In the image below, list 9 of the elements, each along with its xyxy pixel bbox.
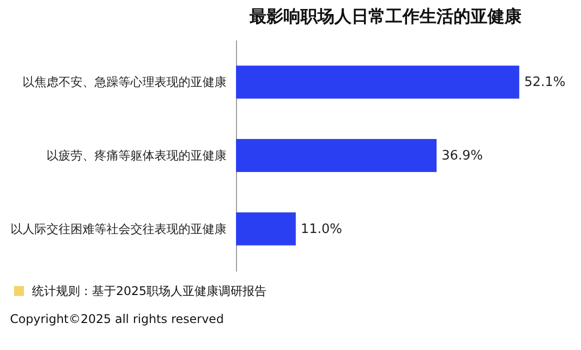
text: 统计规则：基于2025职场人亚健康调研报告: [32, 282, 267, 300]
y-tick-label: 以人际交往困难等社会交往表现的亚健康: [10, 222, 226, 236]
text: Copyright©2025 all rights reserved: [10, 311, 225, 328]
chart-title: 最影响职场人日常工作生活的亚健康: [248, 7, 522, 27]
y-tick-label: 以疲劳、疼痛等躯体表现的亚健康: [46, 148, 226, 162]
data-label: 11.0%: [300, 222, 342, 237]
data-label: 52.1%: [524, 75, 566, 90]
y-tick-label: 以焦虑不安、急躁等心理表现的亚健康: [22, 75, 226, 90]
data-label: 36.9%: [442, 148, 483, 164]
